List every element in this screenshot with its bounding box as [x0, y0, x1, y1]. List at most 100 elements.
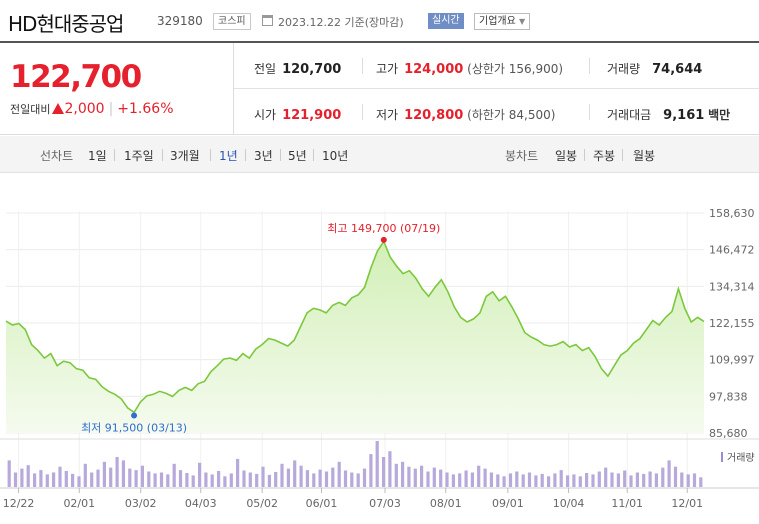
- high-label: 고가: [376, 62, 399, 76]
- volume-bar: [7, 460, 11, 487]
- open: 시가 121,900: [254, 106, 341, 123]
- volume-bar: [96, 469, 100, 487]
- change-label: 전일대비: [10, 103, 51, 116]
- divider: [280, 149, 281, 161]
- volume-bar: [185, 473, 189, 487]
- volume-bar: [591, 474, 595, 487]
- volume-bar: [483, 468, 487, 487]
- volume-bar: [426, 471, 430, 487]
- volume-bar: [299, 465, 303, 487]
- volume-bar: [445, 472, 449, 487]
- volume-bar: [267, 474, 271, 487]
- volume-bar: [140, 465, 144, 487]
- company-name[interactable]: HD현대중공업: [8, 12, 124, 36]
- tab-1y[interactable]: 1년: [219, 149, 238, 163]
- divider: [210, 149, 211, 161]
- volume-bar: [585, 473, 589, 487]
- volume-label: 거래량: [607, 62, 641, 76]
- tab-1w[interactable]: 1주일: [124, 149, 154, 163]
- volume-bar: [109, 467, 113, 487]
- volume-bar: [13, 472, 18, 487]
- volume-bar: [692, 473, 697, 487]
- volume-legend-label: 거래량: [727, 452, 755, 464]
- volume: 거래량 74,644: [607, 60, 702, 77]
- volume-bar: [661, 467, 665, 487]
- change-row: 전일대비 2,000 | +1.66%: [10, 101, 174, 117]
- divider: [245, 149, 246, 161]
- divider: [313, 149, 314, 161]
- volume-bar: [204, 472, 208, 487]
- volume-bar: [274, 472, 278, 487]
- x-tick-label: 10/04: [553, 497, 585, 510]
- volume-bar: [642, 473, 646, 487]
- tab-10y[interactable]: 10년: [322, 149, 349, 163]
- y-tick-label: 134,314: [709, 280, 755, 293]
- volume-bar: [540, 473, 544, 487]
- volume-bar: [470, 472, 474, 487]
- open-label: 시가: [254, 108, 277, 122]
- volume-value: 74,644: [652, 62, 703, 77]
- volume-bar: [71, 473, 75, 487]
- volume-bar: [508, 473, 513, 487]
- volume-bar: [248, 472, 252, 487]
- divider: [589, 58, 590, 74]
- volume-bar: [331, 467, 335, 487]
- volume-bar: [521, 474, 525, 487]
- divider: [114, 149, 115, 161]
- price-line: [5, 239, 705, 414]
- change-amount: 2,000: [64, 101, 105, 117]
- company-info-dropdown[interactable]: 기업개요 ▼: [474, 13, 531, 30]
- volume-bar: [255, 473, 259, 487]
- x-tick-label: 05/02: [246, 497, 278, 510]
- tab-monthly-candle[interactable]: 월봉: [633, 149, 656, 163]
- volume-bar: [77, 476, 81, 487]
- volume-bar: [432, 467, 436, 487]
- divider: [584, 149, 585, 161]
- volume-bar: [502, 476, 506, 487]
- divider: [622, 149, 623, 161]
- volume-bar: [242, 470, 246, 487]
- volume-bar: [64, 471, 68, 487]
- prev-close-value: 120,700: [282, 62, 342, 77]
- quote-panel: 122,700 전일대비 2,000 | +1.66% 전일 120,700 고가 124…: [0, 43, 759, 135]
- volume-bar: [572, 474, 576, 487]
- volume-bar: [559, 470, 563, 487]
- trade-value-label: 거래대금: [607, 108, 652, 122]
- market-badge: 코스피: [213, 13, 251, 30]
- volume-bar: [413, 468, 417, 487]
- tab-5y[interactable]: 5년: [288, 149, 307, 163]
- volume-bar: [451, 474, 455, 487]
- tab-3y[interactable]: 3년: [254, 149, 273, 163]
- volume-bar: [115, 457, 119, 487]
- volume-bar: [280, 463, 284, 487]
- volume-bar: [673, 466, 678, 487]
- tab-weekly-candle[interactable]: 주봉: [593, 149, 616, 163]
- volume-bar: [635, 472, 639, 487]
- x-tick-label: 04/03: [185, 497, 217, 510]
- volume-bar: [686, 474, 690, 487]
- tab-1d[interactable]: 1일: [88, 149, 107, 163]
- volume-bar: [375, 441, 379, 487]
- volume-bar: [356, 473, 360, 487]
- realtime-button[interactable]: 실시간: [428, 13, 464, 29]
- volume-bar: [45, 474, 49, 487]
- upper-limit: (상한가 156,900): [467, 62, 564, 76]
- quote-row-1: 전일 120,700 고가 124,000 (상한가 156,900) 거래량 74,…: [234, 43, 759, 89]
- volume-bar: [172, 463, 176, 487]
- volume-bar: [26, 465, 30, 487]
- volume-bar: [318, 469, 322, 487]
- prev-close: 전일 120,700: [254, 60, 341, 77]
- tab-3m[interactable]: 3개월: [170, 149, 200, 163]
- volume-bar: [515, 471, 519, 487]
- prev-close-label: 전일: [254, 62, 277, 76]
- change-percent: +1.66%: [117, 101, 174, 117]
- price-chart[interactable]: 158,630 146,472 134,314 122,155 109,997 97,83…: [0, 173, 759, 524]
- volume-bar: [52, 472, 56, 487]
- tab-daily-candle[interactable]: 일봉: [555, 149, 578, 163]
- volume-bar: [58, 466, 62, 487]
- x-tick-label: 09/01: [492, 497, 524, 510]
- volume-bar: [33, 473, 37, 487]
- volume-bar: [623, 470, 627, 487]
- volume-bar: [388, 451, 392, 487]
- stock-code: 329180: [157, 14, 203, 28]
